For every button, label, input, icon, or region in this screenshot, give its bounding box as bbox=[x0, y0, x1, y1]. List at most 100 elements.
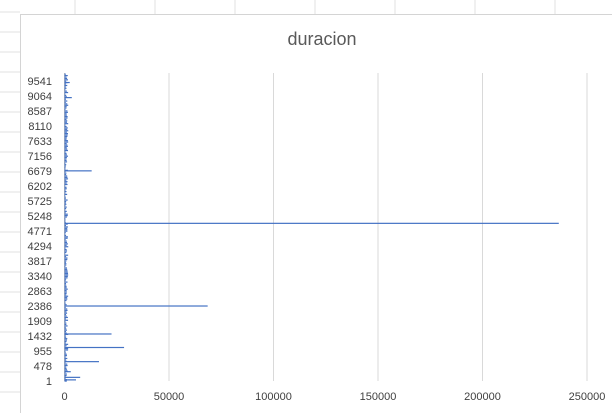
bar-small bbox=[64, 236, 68, 238]
bar-small bbox=[64, 364, 68, 367]
bar-small bbox=[64, 106, 67, 108]
y-tick-label-7: 3340 bbox=[28, 271, 52, 283]
bar-small bbox=[64, 158, 67, 160]
bar-small bbox=[64, 192, 66, 194]
bar-small bbox=[64, 297, 68, 299]
bar-small bbox=[64, 273, 69, 275]
bar-small bbox=[64, 380, 67, 382]
bar-small bbox=[64, 140, 68, 142]
bar-small bbox=[64, 322, 67, 324]
bar-small bbox=[64, 265, 66, 268]
bar-small bbox=[64, 215, 68, 217]
bar-small bbox=[64, 123, 69, 125]
bar-small bbox=[64, 369, 68, 371]
bar-small bbox=[64, 243, 68, 245]
y-tick-label-6: 2863 bbox=[28, 286, 52, 298]
bar-small bbox=[64, 302, 66, 304]
bar-small bbox=[64, 189, 66, 191]
bar-small bbox=[64, 298, 68, 300]
bar-small bbox=[64, 203, 67, 205]
bar-small bbox=[64, 165, 66, 167]
bar-small bbox=[64, 224, 67, 227]
bar-small bbox=[64, 362, 66, 364]
bar-1 bbox=[64, 376, 81, 378]
bar-small bbox=[64, 220, 66, 222]
bar-small bbox=[64, 326, 66, 328]
bar-small bbox=[64, 144, 68, 146]
bar-small bbox=[64, 295, 69, 297]
bar-small bbox=[64, 260, 67, 262]
bar-4 bbox=[64, 346, 125, 349]
bar-5 bbox=[64, 333, 112, 335]
y-tick-label-3: 1432 bbox=[28, 331, 52, 343]
bar-small bbox=[64, 173, 67, 176]
bar-small bbox=[64, 328, 67, 330]
y-tick-label-1: 478 bbox=[34, 361, 52, 373]
chart-area[interactable]: duracion 1 478 955 1432 1909 2386 2863 3340 3817… bbox=[20, 14, 612, 413]
bar-small bbox=[64, 226, 68, 228]
bar-small bbox=[64, 93, 66, 95]
bar-small bbox=[64, 130, 69, 132]
bar-small bbox=[64, 84, 68, 87]
bar-small bbox=[64, 190, 67, 193]
y-tick-label-16: 7633 bbox=[28, 136, 52, 148]
bar-small bbox=[64, 111, 68, 113]
bar-small bbox=[64, 127, 68, 129]
bar-small bbox=[64, 172, 67, 174]
bar-small bbox=[64, 359, 67, 361]
bar-small bbox=[64, 309, 68, 311]
x-axis-labels: 0 50000 100000 150000 200000 250000 bbox=[61, 391, 605, 403]
bar-small bbox=[64, 199, 68, 201]
bar-small bbox=[64, 94, 67, 96]
bar-small bbox=[64, 349, 69, 351]
bar-small bbox=[64, 223, 68, 225]
bar-small bbox=[64, 182, 67, 184]
bar-small bbox=[64, 335, 66, 337]
bar-small bbox=[64, 195, 66, 197]
bar-small bbox=[64, 231, 66, 234]
bar-small bbox=[64, 202, 67, 204]
x-tick-label-4: 200000 bbox=[464, 391, 501, 403]
y-tick-label-15: 7156 bbox=[28, 151, 52, 163]
bar-small bbox=[64, 157, 67, 159]
x-tick-label-3: 150000 bbox=[360, 391, 397, 403]
bar-small bbox=[64, 240, 67, 242]
bar-chart: duracion 1 478 955 1432 1909 2386 2863 3340 3817… bbox=[28, 29, 606, 403]
bar-small bbox=[64, 183, 68, 186]
bar-small bbox=[64, 233, 66, 235]
bar-small bbox=[64, 356, 66, 358]
bar-small bbox=[64, 161, 68, 163]
bar-small bbox=[64, 301, 66, 303]
bar-small bbox=[64, 246, 69, 248]
bar-small bbox=[64, 239, 66, 241]
bar-small bbox=[64, 289, 67, 292]
bar-small bbox=[64, 253, 66, 255]
bar-small bbox=[64, 294, 67, 296]
bar-small bbox=[64, 186, 67, 188]
bar-small bbox=[64, 251, 67, 253]
gridlines bbox=[64, 73, 588, 381]
bar-small bbox=[64, 176, 68, 179]
bar-small bbox=[64, 164, 67, 166]
bar-small bbox=[64, 306, 66, 309]
bar-small bbox=[64, 216, 67, 218]
bar-small bbox=[64, 125, 67, 128]
bar-small bbox=[64, 91, 69, 94]
bar-small bbox=[64, 325, 68, 327]
bar-small bbox=[64, 80, 67, 82]
bar-small bbox=[64, 315, 67, 317]
bar-small bbox=[64, 90, 67, 92]
bar-small bbox=[64, 213, 68, 215]
bar-3 bbox=[64, 361, 99, 363]
bar-small bbox=[64, 151, 66, 153]
bar-small bbox=[64, 329, 67, 331]
bar-small bbox=[64, 206, 67, 208]
bar-small bbox=[64, 280, 66, 282]
bar-small bbox=[64, 254, 69, 256]
bar-small bbox=[64, 274, 69, 276]
y-tick-label-11: 5248 bbox=[28, 211, 52, 223]
bar-small bbox=[64, 277, 68, 279]
bar-small bbox=[64, 149, 68, 152]
